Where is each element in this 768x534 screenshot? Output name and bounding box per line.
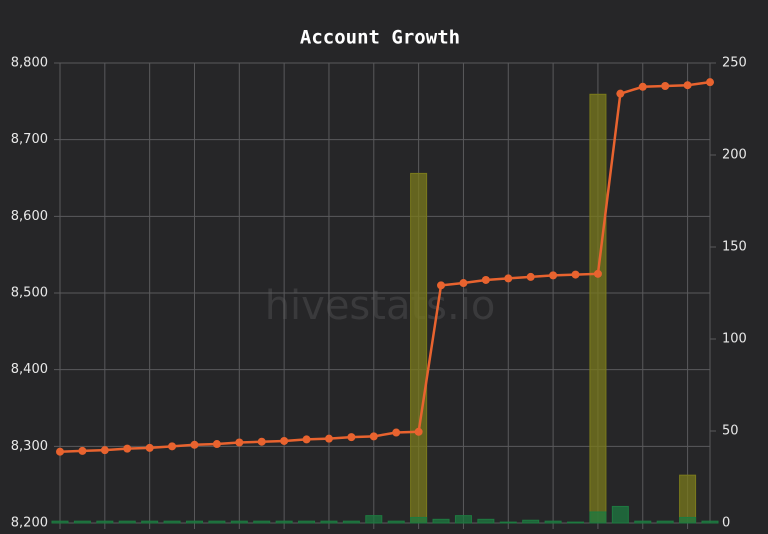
bar xyxy=(544,520,562,524)
bar xyxy=(342,520,360,524)
point xyxy=(481,275,490,284)
bar xyxy=(298,520,316,524)
bar xyxy=(185,520,203,524)
y2-tick-label: 200 xyxy=(722,148,747,163)
point xyxy=(504,274,513,283)
point xyxy=(414,427,423,436)
point xyxy=(235,438,244,447)
bar xyxy=(522,519,540,524)
bar xyxy=(410,516,428,524)
point xyxy=(392,428,401,437)
bar xyxy=(118,520,136,524)
y-tick-label: 8,600 xyxy=(11,209,48,224)
bar xyxy=(410,172,428,524)
bar xyxy=(230,520,248,524)
y-tick-label: 8,400 xyxy=(11,362,48,377)
y2-tick-label: 250 xyxy=(722,56,747,71)
point xyxy=(683,81,692,90)
bar xyxy=(163,520,181,524)
point xyxy=(369,432,378,441)
bar xyxy=(589,511,607,524)
bar xyxy=(567,521,585,524)
bar xyxy=(141,520,159,524)
point xyxy=(123,444,132,453)
point xyxy=(571,270,580,279)
y-tick-label: 8,700 xyxy=(11,132,48,147)
watermark: hivestats.io xyxy=(265,283,496,329)
bar xyxy=(611,505,629,524)
bar xyxy=(499,521,517,524)
point xyxy=(549,271,558,280)
y2-tick-label: 0 xyxy=(722,516,730,531)
bar xyxy=(320,520,338,524)
point xyxy=(593,269,602,278)
point xyxy=(347,433,356,442)
bar xyxy=(365,515,383,524)
bar xyxy=(253,520,271,524)
bar xyxy=(656,520,674,524)
bar xyxy=(634,520,652,524)
point xyxy=(190,440,199,449)
bar xyxy=(96,520,114,524)
bar xyxy=(679,474,697,524)
bar xyxy=(73,520,91,524)
bar xyxy=(208,520,226,524)
point xyxy=(168,442,177,451)
point xyxy=(437,281,446,290)
bar xyxy=(432,518,450,524)
point xyxy=(56,447,64,456)
bar xyxy=(387,520,405,524)
point xyxy=(616,89,625,98)
bar xyxy=(679,516,697,524)
bar xyxy=(477,518,495,524)
point xyxy=(302,435,311,444)
chart-title: Account Growth xyxy=(300,27,460,49)
y-tick-label: 8,200 xyxy=(11,516,48,531)
bar xyxy=(51,520,69,524)
point xyxy=(280,436,289,445)
point xyxy=(212,440,221,449)
bar xyxy=(589,93,607,524)
y-tick-label: 8,500 xyxy=(11,286,48,301)
bar xyxy=(701,520,719,524)
point xyxy=(100,446,109,455)
y2-tick-label: 150 xyxy=(722,240,747,255)
point xyxy=(257,437,266,446)
y-tick-label: 8,300 xyxy=(11,439,48,454)
y2-tick-label: 100 xyxy=(722,332,747,347)
bar xyxy=(275,520,293,524)
point xyxy=(459,279,468,288)
point xyxy=(706,78,714,87)
point xyxy=(638,82,647,91)
point xyxy=(324,434,333,443)
point xyxy=(661,82,670,90)
bar xyxy=(454,515,472,524)
point xyxy=(526,272,535,281)
y2-tick-label: 50 xyxy=(722,424,739,439)
y-tick-label: 8,800 xyxy=(11,56,48,71)
point xyxy=(78,446,87,455)
point xyxy=(145,443,154,452)
